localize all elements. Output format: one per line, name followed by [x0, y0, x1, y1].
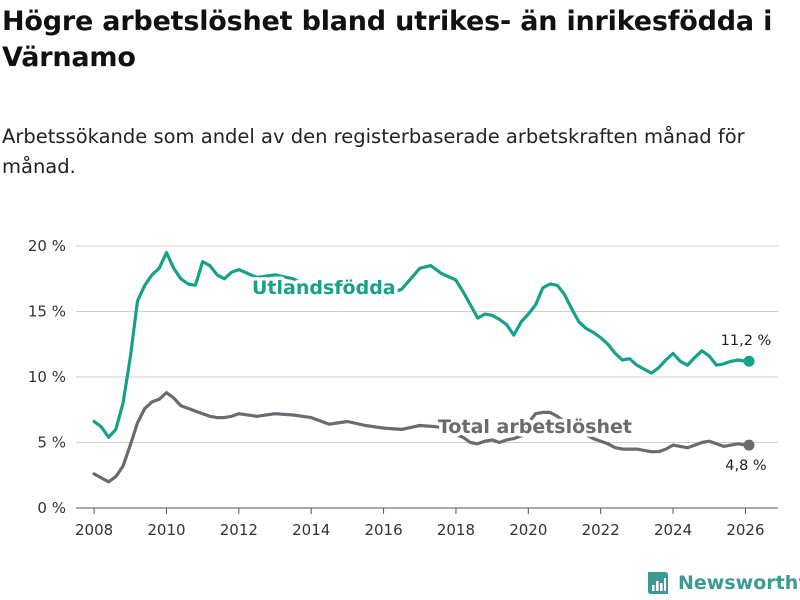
- x-tick-label: 2010: [147, 521, 185, 539]
- chart-title: Högre arbetslöshet bland utrikes- än inr…: [2, 6, 773, 73]
- brand-logo: Newsworthy: [646, 568, 800, 598]
- series-line-total: [92, 391, 751, 484]
- chart-subtitle: Arbetssökande som andel av den registerb…: [2, 125, 745, 178]
- series-label-utlandsfodda: Utlandsfödda: [252, 277, 396, 299]
- x-tick-label: 2018: [437, 521, 475, 539]
- y-axis: 0 % 5 % 10 % 15 % 20 %: [28, 237, 66, 517]
- series-label-total-halo: Total arbetslöshet: [438, 416, 632, 438]
- x-tick-label: 2012: [220, 521, 258, 539]
- series-label-total: Total arbetslöshet: [438, 416, 632, 438]
- x-axis: 2008 2010 2012 2014 2016 2018 2020 2022 2024 2026: [75, 507, 778, 539]
- series-label-utlandsfodda-halo: Utlandsfödda: [252, 277, 396, 299]
- y-tick-label: 10 %: [28, 368, 66, 386]
- end-label-utlandsfodda: 11,2 %: [721, 333, 772, 349]
- x-tick-label: 2026: [726, 521, 764, 539]
- end-point-utlandsfodda: [743, 355, 755, 367]
- y-tick-label: 0 %: [37, 499, 66, 517]
- x-tick-label: 2008: [75, 521, 113, 539]
- x-tick-label: 2022: [582, 521, 620, 539]
- series-lines: [92, 251, 755, 484]
- x-tick-label: 2014: [292, 521, 330, 539]
- brand-name: Newsworthy: [678, 572, 800, 594]
- newsworthy-icon: [648, 572, 668, 594]
- y-tick-label: 20 %: [28, 237, 66, 255]
- gridlines: [76, 245, 778, 509]
- end-label-total: 4,8 %: [725, 458, 766, 474]
- y-tick-label: 5 %: [37, 434, 66, 452]
- x-tick-label: 2024: [654, 521, 692, 539]
- series-line-utlandsfodda: [92, 251, 751, 439]
- x-tick-label: 2016: [364, 521, 402, 539]
- end-point-total: [743, 439, 755, 451]
- y-tick-label: 15 %: [28, 303, 66, 321]
- x-tick-label: 2020: [509, 521, 547, 539]
